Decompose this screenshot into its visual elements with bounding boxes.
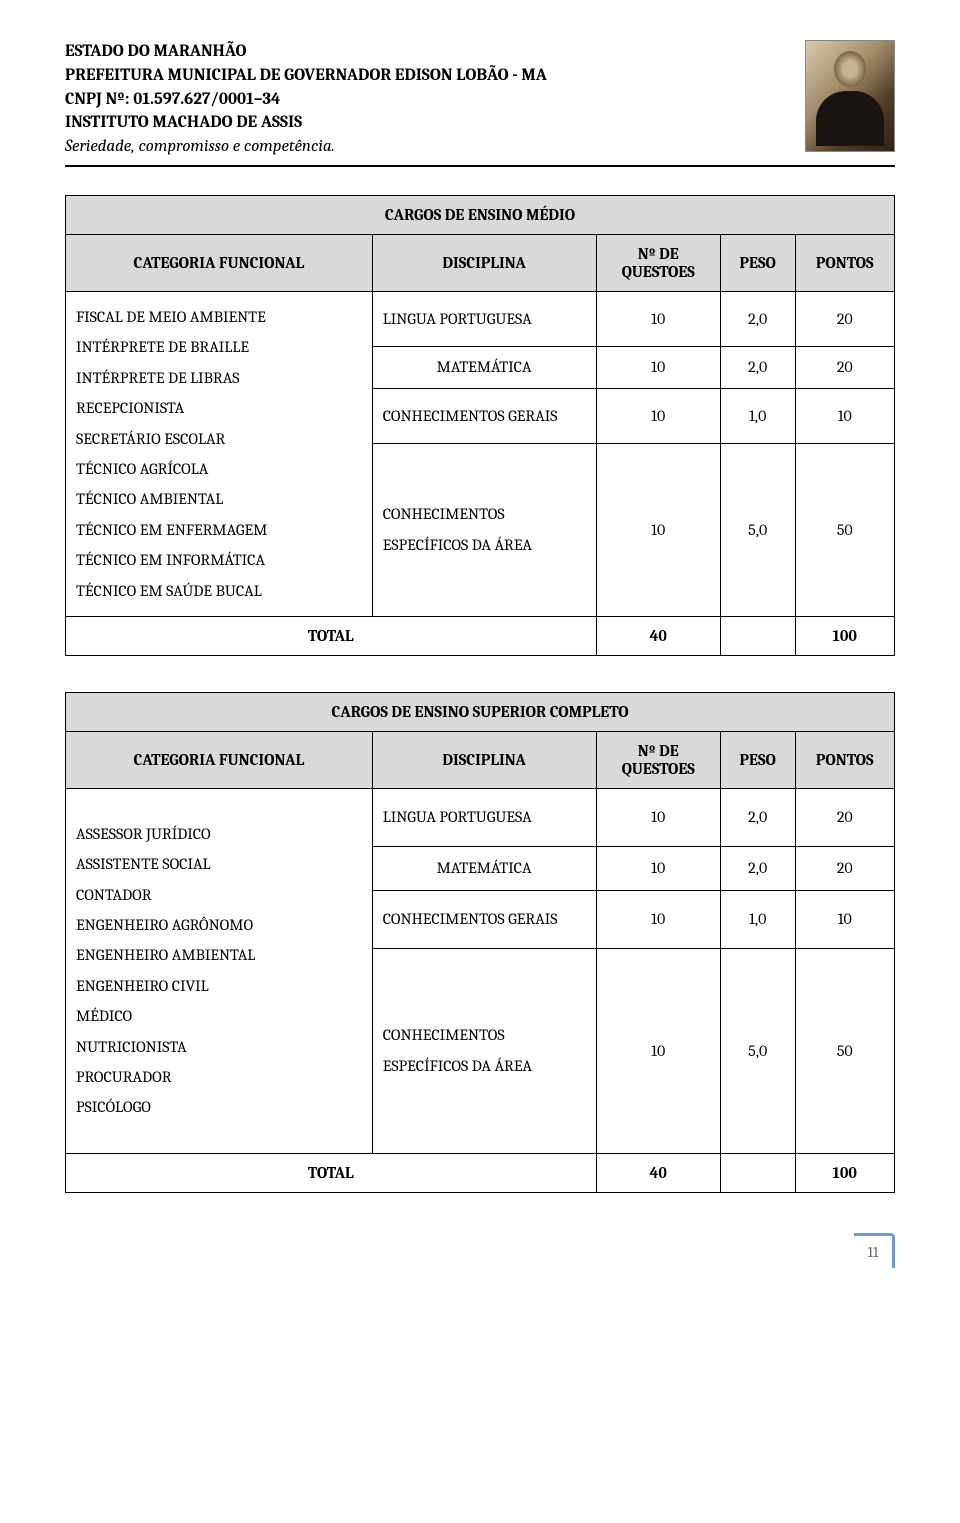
- pts-cell: 20: [795, 846, 895, 890]
- category-item: INTÉRPRETE DE BRAILLE: [76, 332, 362, 362]
- page-number-wrapper: 11: [65, 1233, 895, 1268]
- total-peso-empty: [720, 1153, 795, 1192]
- table1-categories-cell: FISCAL DE MEIO AMBIENTE INTÉRPRETE DE BR…: [66, 291, 373, 616]
- peso-cell: 1,0: [720, 388, 795, 443]
- header-line-2: PREFEITURA MUNICIPAL DE GOVERNADOR EDISO…: [65, 64, 547, 88]
- category-item: PSICÓLOGO: [76, 1092, 362, 1122]
- header-text-block: ESTADO DO MARANHÃO PREFEITURA MUNICIPAL …: [65, 40, 547, 159]
- disciplina-cell: LINGUA PORTUGUESA: [372, 291, 596, 346]
- nq-cell: 10: [596, 346, 720, 388]
- header-line-3: CNPJ Nº: 01.597.627/0001–34: [65, 88, 547, 112]
- nq-cell: 10: [596, 846, 720, 890]
- header-line-1: ESTADO DO MARANHÃO: [65, 40, 547, 64]
- pts-cell: 50: [795, 443, 895, 616]
- portrait-image: [805, 40, 895, 152]
- table1-header-peso: PESO: [720, 234, 795, 291]
- table-ensino-medio: CARGOS DE ENSINO MÉDIO CATEGORIA FUNCION…: [65, 195, 895, 656]
- nq-cell: 10: [596, 291, 720, 346]
- document-page: ESTADO DO MARANHÃO PREFEITURA MUNICIPAL …: [0, 0, 960, 1308]
- table2-categories-cell: ASSESSOR JURÍDICO ASSISTENTE SOCIAL CONT…: [66, 788, 373, 1153]
- nq-cell: 10: [596, 788, 720, 846]
- peso-cell: 5,0: [720, 443, 795, 616]
- nq-cell: 10: [596, 890, 720, 948]
- table-row: ASSESSOR JURÍDICO ASSISTENTE SOCIAL CONT…: [66, 788, 895, 846]
- category-item: TÉCNICO EM ENFERMAGEM: [76, 515, 362, 545]
- category-item: TÉCNICO AMBIENTAL: [76, 484, 362, 514]
- peso-cell: 2,0: [720, 291, 795, 346]
- category-item: SECRETÁRIO ESCOLAR: [76, 424, 362, 454]
- nq-cell: 10: [596, 443, 720, 616]
- category-item: ENGENHEIRO AGRÔNOMO: [76, 910, 362, 940]
- category-item: ASSISTENTE SOCIAL: [76, 849, 362, 879]
- category-item: TÉCNICO EM SAÚDE BUCAL: [76, 576, 362, 606]
- pts-cell: 50: [795, 948, 895, 1153]
- table1-total-row: TOTAL 40 100: [66, 616, 895, 655]
- table1-header-row: CATEGORIA FUNCIONAL DISCIPLINA Nº DE QUE…: [66, 234, 895, 291]
- pts-cell: 10: [795, 890, 895, 948]
- table1-header-categoria: CATEGORIA FUNCIONAL: [66, 234, 373, 291]
- category-item: PROCURADOR: [76, 1062, 362, 1092]
- table1-title: CARGOS DE ENSINO MÉDIO: [66, 195, 895, 234]
- spacer: [76, 799, 362, 819]
- total-label: TOTAL: [66, 1153, 597, 1192]
- table2-header-disciplina: DISCIPLINA: [372, 731, 596, 788]
- category-item: ENGENHEIRO CIVIL: [76, 971, 362, 1001]
- category-item: ENGENHEIRO AMBIENTAL: [76, 940, 362, 970]
- disciplina-cell: MATEMÁTICA: [372, 346, 596, 388]
- table2-title-row: CARGOS DE ENSINO SUPERIOR COMPLETO: [66, 692, 895, 731]
- peso-cell: 5,0: [720, 948, 795, 1153]
- table1-title-row: CARGOS DE ENSINO MÉDIO: [66, 195, 895, 234]
- category-item: ASSESSOR JURÍDICO: [76, 819, 362, 849]
- category-item: NUTRICIONISTA: [76, 1032, 362, 1062]
- header-divider: [65, 165, 895, 167]
- category-item: INTÉRPRETE DE LIBRAS: [76, 363, 362, 393]
- spacer: [76, 1123, 362, 1143]
- category-item: FISCAL DE MEIO AMBIENTE: [76, 302, 362, 332]
- total-peso-empty: [720, 616, 795, 655]
- document-header: ESTADO DO MARANHÃO PREFEITURA MUNICIPAL …: [65, 40, 895, 159]
- disciplina-cell: CONHECIMENTOS GERAIS: [372, 890, 596, 948]
- disciplina-cell: CONHECIMENTOS GERAIS: [372, 388, 596, 443]
- disciplina-cell: CONHECIMENTOS ESPECÍFICOS DA ÁREA: [372, 443, 596, 616]
- category-item: CONTADOR: [76, 880, 362, 910]
- nq-cell: 10: [596, 948, 720, 1153]
- table1-header-disciplina: DISCIPLINA: [372, 234, 596, 291]
- pts-cell: 20: [795, 788, 895, 846]
- disciplina-cell: CONHECIMENTOS ESPECÍFICOS DA ÁREA: [372, 948, 596, 1153]
- total-nq: 40: [596, 616, 720, 655]
- table1-header-pontos: PONTOS: [795, 234, 895, 291]
- total-label: TOTAL: [66, 616, 597, 655]
- category-item: TÉCNICO AGRÍCOLA: [76, 454, 362, 484]
- table-row: FISCAL DE MEIO AMBIENTE INTÉRPRETE DE BR…: [66, 291, 895, 346]
- table-ensino-superior: CARGOS DE ENSINO SUPERIOR COMPLETO CATEG…: [65, 692, 895, 1193]
- category-item: MÉDICO: [76, 1001, 362, 1031]
- table1-header-questoes: Nº DE QUESTOES: [596, 234, 720, 291]
- disciplina-cell: MATEMÁTICA: [372, 846, 596, 890]
- peso-cell: 2,0: [720, 788, 795, 846]
- total-pts: 100: [795, 616, 895, 655]
- pts-cell: 20: [795, 291, 895, 346]
- header-line-5: Seriedade, compromisso e competência.: [65, 135, 547, 159]
- total-nq: 40: [596, 1153, 720, 1192]
- peso-cell: 1,0: [720, 890, 795, 948]
- peso-cell: 2,0: [720, 846, 795, 890]
- header-line-4: INSTITUTO MACHADO DE ASSIS: [65, 111, 547, 135]
- disciplina-cell: LINGUA PORTUGUESA: [372, 788, 596, 846]
- table2-total-row: TOTAL 40 100: [66, 1153, 895, 1192]
- table2-header-pontos: PONTOS: [795, 731, 895, 788]
- total-pts: 100: [795, 1153, 895, 1192]
- category-item: TÉCNICO EM INFORMÁTICA: [76, 545, 362, 575]
- pts-cell: 10: [795, 388, 895, 443]
- table2-header-categoria: CATEGORIA FUNCIONAL: [66, 731, 373, 788]
- table2-header-row: CATEGORIA FUNCIONAL DISCIPLINA Nº DE QUE…: [66, 731, 895, 788]
- nq-cell: 10: [596, 388, 720, 443]
- page-number: 11: [854, 1233, 895, 1268]
- category-item: RECEPCIONISTA: [76, 393, 362, 423]
- table2-title: CARGOS DE ENSINO SUPERIOR COMPLETO: [66, 692, 895, 731]
- table2-header-peso: PESO: [720, 731, 795, 788]
- pts-cell: 20: [795, 346, 895, 388]
- table2-header-questoes: Nº DE QUESTOES: [596, 731, 720, 788]
- peso-cell: 2,0: [720, 346, 795, 388]
